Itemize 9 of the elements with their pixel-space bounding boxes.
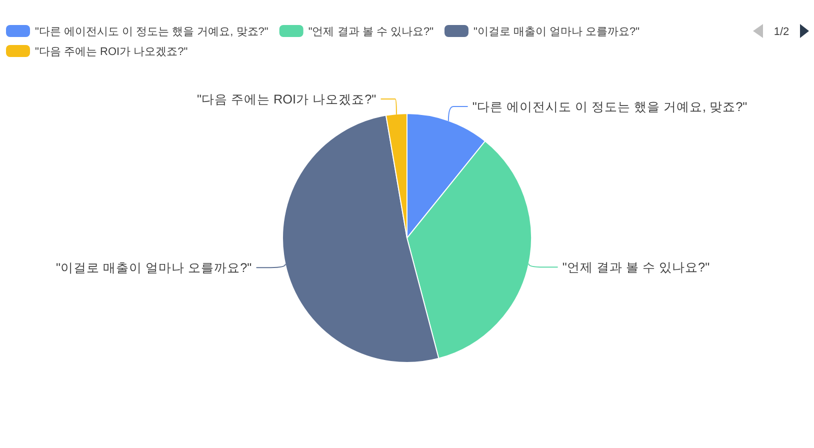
legend-label: "언제 결과 볼 수 있나요?" bbox=[308, 26, 434, 38]
slice-label: "이걸로 매출이 얼마나 오를까요?" bbox=[56, 261, 252, 276]
legend-label: "이걸로 매출이 얼마나 오를까요?" bbox=[473, 26, 640, 38]
legend-label: "다음 주에는 ROI가 나오겠죠?" bbox=[35, 46, 188, 58]
legend-page-indicator: 1/2 bbox=[774, 26, 790, 38]
slice-label: "다른 에이전시도 이 정도는 했을 거예요, 맞죠?" bbox=[472, 100, 748, 114]
slice-label: "언제 결과 볼 수 있나요?" bbox=[562, 260, 710, 275]
slice-label: "다음 주에는 ROI가 나오겠죠?" bbox=[196, 92, 376, 106]
legend-label: "다른 에이전시도 이 정도는 했을 거예요, 맞죠?" bbox=[35, 26, 268, 38]
